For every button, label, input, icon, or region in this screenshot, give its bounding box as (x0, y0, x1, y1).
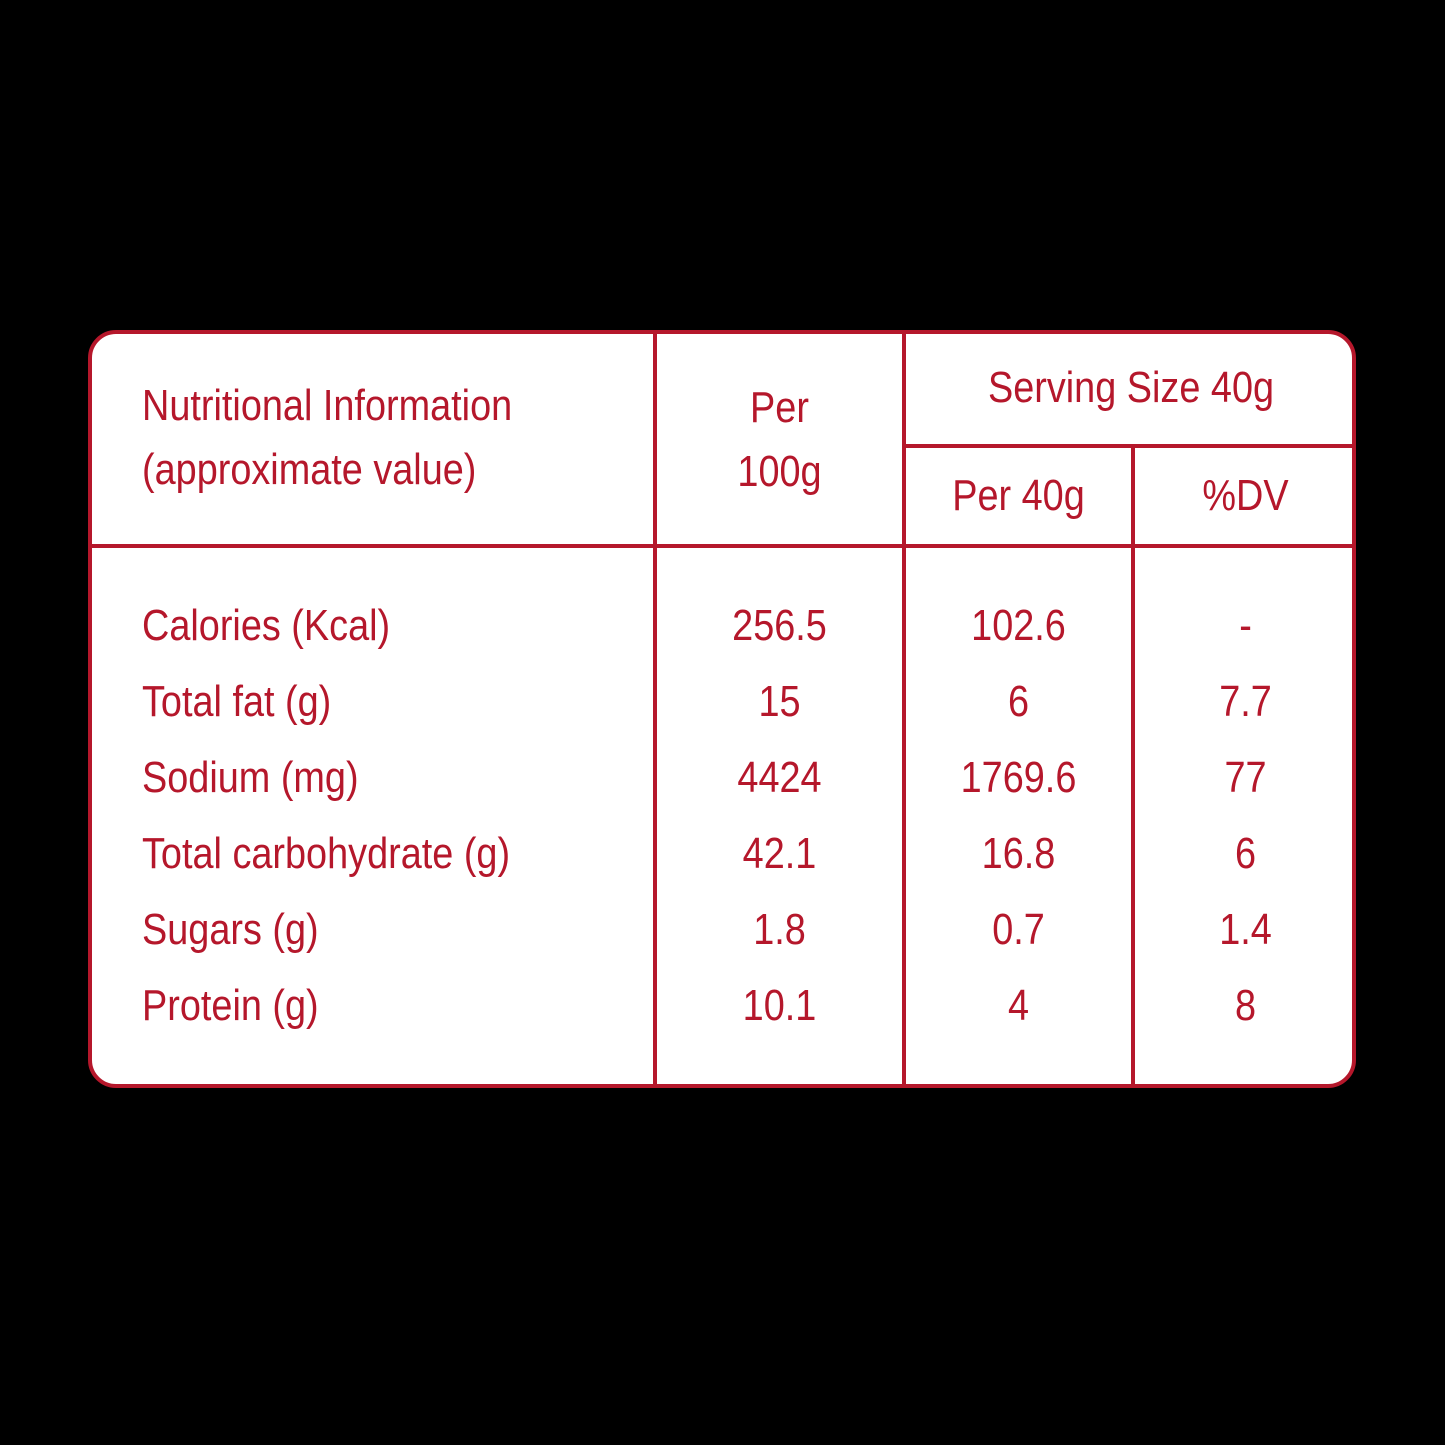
cell-sugars-per100: 1.8 (753, 905, 806, 954)
per-40g-header: Per 40g (952, 471, 1085, 520)
cell-sugars-dv: 1.4 (1219, 905, 1272, 954)
cell-calories-per40: 102.6 (971, 601, 1066, 650)
cell-calories-per100: 256.5 (732, 601, 827, 650)
cell-total-fat-per40: 6 (1007, 677, 1030, 726)
cell-carbohydrate-dv: 6 (1234, 829, 1257, 878)
row-label-calories: Calories (Kcal) (142, 601, 391, 650)
cell-carbohydrate-per100: 42.1 (742, 829, 817, 878)
column-divider-1 (653, 334, 657, 1084)
cell-total-fat-per100: 15 (758, 677, 801, 726)
column-divider-3 (1131, 446, 1135, 1084)
cell-protein-per100: 10.1 (742, 981, 817, 1030)
cell-protein-per40: 4 (1007, 981, 1030, 1030)
row-label-total-fat: Total fat (g) (142, 677, 332, 726)
cell-sodium-per40: 1769.6 (960, 753, 1077, 802)
nutrition-table: Nutritional Information (approximate val… (88, 330, 1356, 1088)
row-label-sodium: Sodium (mg) (142, 753, 359, 802)
serving-size-divider (904, 444, 1352, 448)
cell-calories-dv: - (1239, 601, 1252, 650)
per-100g-header-line1: Per (750, 383, 809, 432)
header-divider (92, 544, 1352, 548)
row-label-sugars: Sugars (g) (142, 905, 319, 954)
row-label-protein: Protein (g) (142, 981, 319, 1030)
cell-sugars-per40: 0.7 (992, 905, 1045, 954)
cell-sodium-per100: 4424 (737, 753, 822, 802)
dv-header: %DV (1202, 471, 1289, 520)
column-divider-2 (902, 334, 906, 1084)
table-title-line1: Nutritional Information (142, 381, 513, 430)
row-label-total-carbohydrate: Total carbohydrate (g) (142, 829, 511, 878)
cell-sodium-dv: 77 (1224, 753, 1267, 802)
cell-protein-dv: 8 (1234, 981, 1257, 1030)
cell-total-fat-dv: 7.7 (1219, 677, 1272, 726)
serving-size-header: Serving Size 40g (987, 363, 1275, 412)
cell-carbohydrate-per40: 16.8 (981, 829, 1056, 878)
table-title-line2: (approximate value) (142, 445, 477, 494)
per-100g-header-line2: 100g (737, 447, 822, 496)
